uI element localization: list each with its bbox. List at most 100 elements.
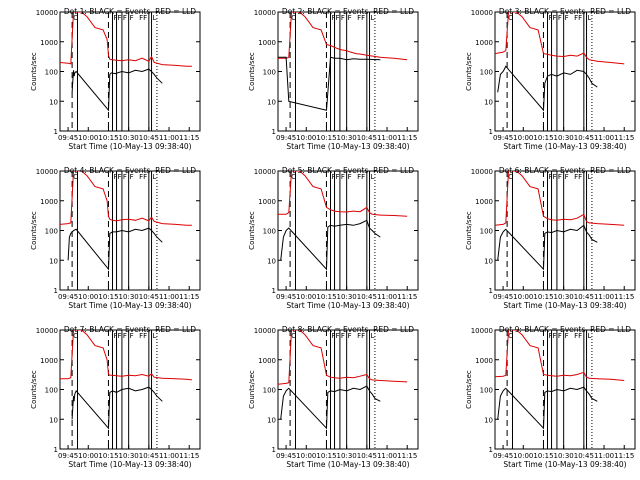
marker-label: F: [118, 173, 122, 181]
marker-label: L: [153, 332, 157, 340]
marker-label: F: [565, 173, 569, 181]
x-tick-label: 10:45: [574, 293, 594, 301]
marker-label: F: [357, 173, 361, 181]
marker-label: F: [123, 14, 127, 22]
x-tick-label: 10:45: [357, 134, 377, 142]
series-lld-line: [60, 12, 192, 67]
x-tick-label: 10:45: [574, 452, 594, 460]
plot-title: Det 1: BLACK = Events, RED = LLD: [64, 7, 196, 16]
y-tick-label: 100: [480, 387, 493, 395]
series-events-line: [497, 65, 598, 112]
x-tick-label: 11:15: [179, 293, 199, 301]
x-tick-label: 10:30: [337, 134, 357, 142]
y-tick-label: 10: [49, 416, 58, 424]
x-tick-label: 10:30: [119, 293, 139, 301]
marker-label: F: [357, 332, 361, 340]
y-tick-label: 10000: [471, 9, 493, 17]
marker-label: F: [578, 173, 582, 181]
x-tick-label: 11:00: [377, 452, 397, 460]
plot-frame: [277, 329, 419, 450]
x-tick-label: 10:00: [513, 134, 533, 142]
x-tick-label: 10:00: [513, 452, 533, 460]
marker-label: F: [574, 332, 578, 340]
y-tick-label: 1000: [40, 39, 58, 47]
x-tick-label: 10:15: [98, 134, 118, 142]
series-lld-line: [495, 330, 625, 381]
marker-label: F: [130, 173, 134, 181]
marker-label: F: [123, 332, 127, 340]
x-tick-label: 11:15: [614, 452, 634, 460]
marker-label: F: [139, 332, 143, 340]
marker-label: C: [508, 14, 513, 22]
marker-label: F: [114, 173, 118, 181]
x-tick-label: 10:00: [296, 452, 316, 460]
y-tick-label: 10000: [36, 168, 58, 176]
marker-label: C: [508, 332, 513, 340]
x-tick-label: 11:00: [377, 293, 397, 301]
x-tick-label: 10:00: [78, 452, 98, 460]
marker-label: F: [565, 14, 569, 22]
series-events-line: [71, 386, 163, 430]
marker-label: F: [578, 14, 582, 22]
marker-label: F: [348, 332, 352, 340]
y-tick-label: 100: [263, 228, 276, 236]
y-tick-label: 10: [49, 98, 58, 106]
y-tick-label: 100: [45, 228, 58, 236]
plot-title: Det 6: BLACK = Events, RED = LLD: [499, 166, 631, 175]
x-tick-label: 11:15: [179, 134, 199, 142]
series-lld-line: [278, 171, 408, 217]
marker-label: F: [558, 173, 562, 181]
marker-label: F: [361, 173, 365, 181]
x-tick-label: 10:30: [337, 293, 357, 301]
plot-frame: [59, 329, 201, 450]
x-tick-label: 10:00: [296, 134, 316, 142]
marker-label: F: [348, 14, 352, 22]
y-tick-label: 10000: [254, 168, 276, 176]
marker-label: L: [588, 173, 592, 181]
y-tick-label: 1: [272, 287, 276, 295]
y-tick-label: 10: [484, 416, 493, 424]
plot-title: Det 3: BLACK = Events, RED = LLD: [499, 7, 631, 16]
y-tick-label: 100: [45, 387, 58, 395]
y-tick-label: 10000: [254, 9, 276, 17]
marker-label: F: [574, 14, 578, 22]
series-events-line: [280, 385, 381, 430]
y-tick-label: 10: [49, 257, 58, 265]
x-tick-label: 10:00: [78, 293, 98, 301]
x-tick-label: 09:45: [58, 134, 78, 142]
x-tick-label: 10:00: [296, 293, 316, 301]
y-tick-label: 10: [267, 98, 276, 106]
marker-label: F: [549, 332, 553, 340]
marker-label: F: [139, 14, 143, 22]
x-tick-label: 10:15: [316, 452, 336, 460]
series-events-line: [67, 227, 163, 271]
marker-label: F: [143, 14, 147, 22]
marker-label: F: [341, 14, 345, 22]
plot-title: Det 2: BLACK = Events, RED = LLD: [282, 7, 414, 16]
y-tick-label: 1: [272, 128, 276, 136]
marker-label: F: [336, 173, 340, 181]
marker-label: C: [291, 14, 296, 22]
marker-label: F: [118, 332, 122, 340]
x-tick-label: 11:15: [397, 452, 417, 460]
y-tick-label: 10: [484, 98, 493, 106]
y-tick-label: 100: [45, 69, 58, 77]
marker-label: F: [549, 173, 553, 181]
series-events-line: [71, 68, 163, 112]
y-axis-label: Counts/sec: [30, 211, 38, 250]
marker-label: F: [578, 332, 582, 340]
x-tick-label: 09:45: [276, 134, 296, 142]
x-axis-label: Start Time (10-May-13 09:38:40): [503, 460, 626, 469]
series-lld-line: [60, 330, 192, 381]
x-tick-label: 11:15: [397, 134, 417, 142]
y-axis-label: Counts/sec: [248, 370, 256, 409]
y-tick-label: 10: [267, 416, 276, 424]
y-tick-label: 10: [484, 257, 493, 265]
plot-frame: [277, 11, 419, 132]
x-tick-label: 10:15: [316, 134, 336, 142]
